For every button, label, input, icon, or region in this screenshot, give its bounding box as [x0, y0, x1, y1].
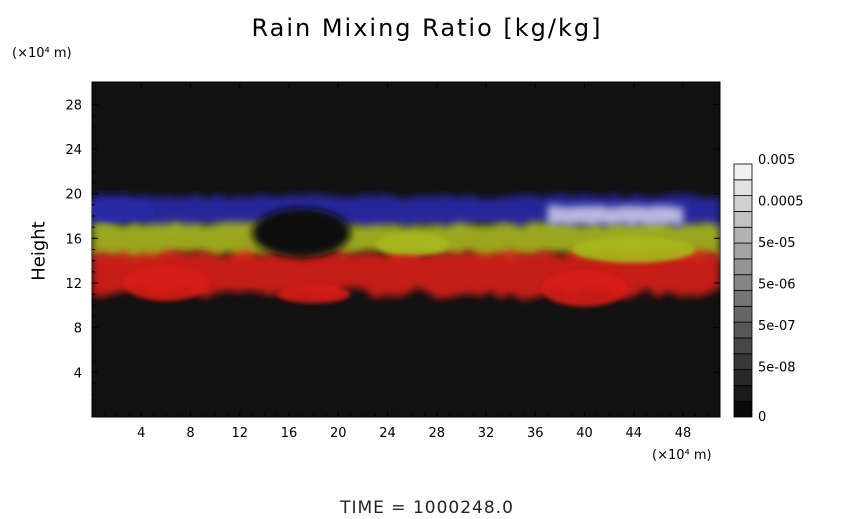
colorbar-label: 0 — [758, 410, 766, 425]
x-tick-label: 32 — [478, 426, 495, 441]
colorbar-level — [733, 384, 753, 402]
colorbar-level — [733, 179, 753, 197]
colorbar-level — [733, 369, 753, 386]
colorbar-level — [733, 211, 753, 228]
colorbar-level — [733, 290, 753, 307]
rain-blob — [276, 285, 351, 304]
x-tick-label: 28 — [429, 426, 446, 441]
y-tick-label: 4 — [74, 366, 82, 381]
colorbar-label: 5e-05 — [758, 236, 796, 251]
colorbar-level — [733, 305, 753, 323]
colorbar-label: 5e-06 — [758, 278, 796, 293]
x-tick-label: 24 — [379, 426, 396, 441]
rain-blob — [541, 270, 628, 307]
rain-field — [92, 193, 720, 307]
x-axis-unit: (×10⁴ m) — [652, 448, 712, 463]
colorbar-level — [733, 274, 753, 291]
colorbar-label: 5e-07 — [758, 319, 796, 334]
x-tick-label: 20 — [330, 426, 347, 441]
x-tick-label: 44 — [626, 426, 643, 441]
colorbar-level — [733, 163, 753, 181]
y-tick-label: 24 — [65, 143, 82, 158]
colorbar-level — [733, 242, 753, 260]
colorbar-level — [733, 258, 753, 276]
clear-region — [252, 208, 351, 258]
x-tick-label: 8 — [186, 426, 194, 441]
rain-blob — [375, 232, 450, 256]
colorbar: 0 5e-08 5e-07 5e-06 5e-05 0.0005 0.005 — [733, 153, 804, 425]
y-tick-label: 16 — [65, 232, 82, 247]
colorbar-label: 5e-08 — [758, 361, 796, 376]
colorbar-level — [733, 337, 753, 355]
x-tick-label: 4 — [137, 426, 145, 441]
x-tick-label: 12 — [231, 426, 248, 441]
colorbar-level — [733, 353, 753, 370]
chart-title: Rain Mixing Ratio [kg/kg] — [251, 14, 603, 42]
colorbar-label: 0.0005 — [758, 195, 804, 210]
x-tick-label: 36 — [527, 426, 544, 441]
colorbar-label: 0.005 — [758, 153, 795, 168]
y-tick-label: 28 — [65, 98, 82, 113]
x-tick-label: 48 — [675, 426, 692, 441]
rain-layer — [547, 204, 684, 228]
colorbar-level — [733, 226, 753, 244]
y-tick-label: 12 — [65, 277, 82, 292]
colorbar-level — [733, 195, 753, 212]
colorbar-level — [733, 321, 753, 339]
y-tick-label: 20 — [65, 188, 82, 203]
x-tick-label: 16 — [281, 426, 298, 441]
rain-blob — [572, 236, 696, 263]
colorbar-level — [733, 400, 753, 418]
time-readout: TIME = 1000248.0 — [340, 498, 514, 518]
rain-blob — [92, 199, 154, 222]
x-tick-label: 40 — [576, 426, 593, 441]
y-tick-label: 8 — [74, 322, 82, 337]
rain-blob — [122, 265, 209, 301]
y-axis-unit: (×10⁴ m) — [12, 46, 72, 61]
